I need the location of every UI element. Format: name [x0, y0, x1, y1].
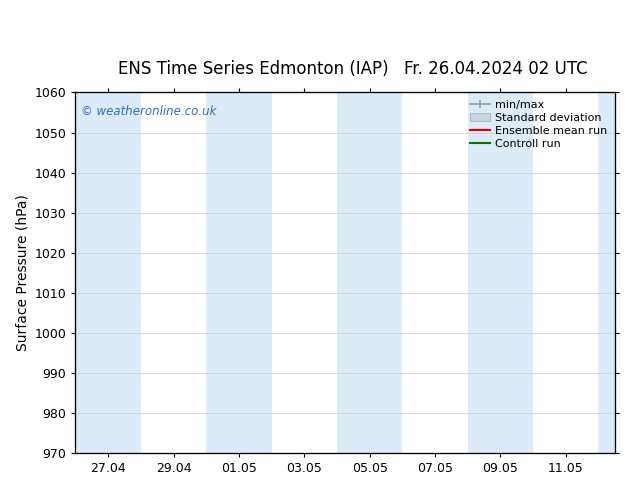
Bar — [337, 93, 403, 453]
Text: © weatheronline.co.uk: © weatheronline.co.uk — [81, 105, 216, 118]
Y-axis label: Surface Pressure (hPa): Surface Pressure (hPa) — [15, 195, 29, 351]
Bar — [598, 93, 615, 453]
Bar — [206, 93, 271, 453]
Text: Fr. 26.04.2024 02 UTC: Fr. 26.04.2024 02 UTC — [404, 60, 588, 78]
Bar — [468, 93, 533, 453]
Bar — [75, 93, 141, 453]
Text: ENS Time Series Edmonton (IAP): ENS Time Series Edmonton (IAP) — [118, 60, 389, 78]
Legend: min/max, Standard deviation, Ensemble mean run, Controll run: min/max, Standard deviation, Ensemble me… — [468, 98, 609, 151]
